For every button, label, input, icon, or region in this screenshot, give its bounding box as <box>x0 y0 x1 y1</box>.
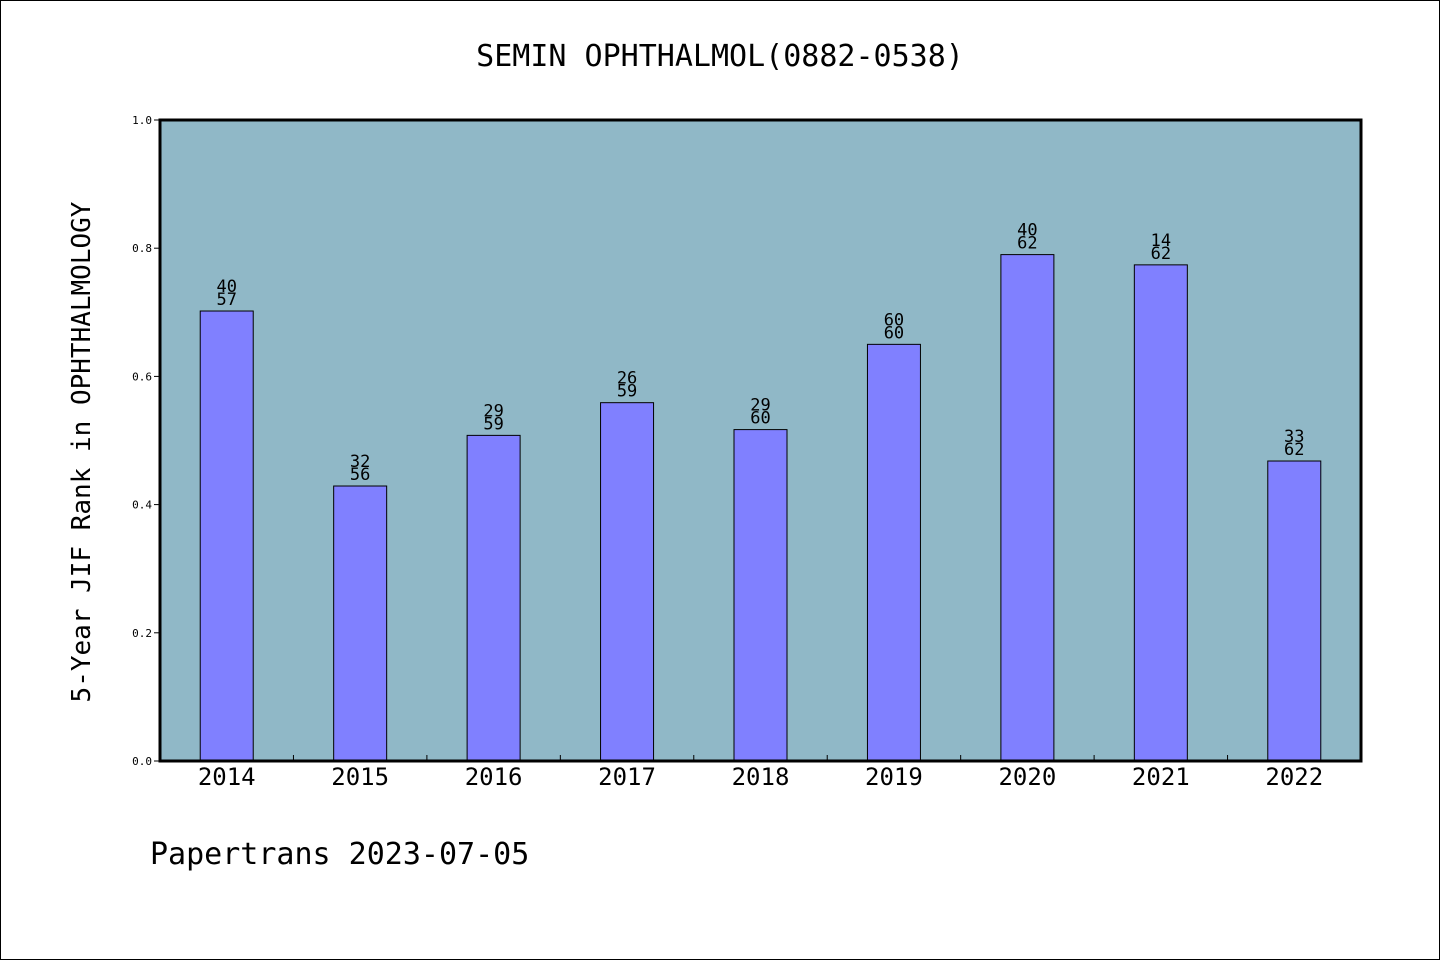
bar-rank-label: 40 <box>1017 221 1037 241</box>
bar-total-label: 62 <box>1284 440 1304 460</box>
bar-rank-label: 32 <box>350 452 370 472</box>
y-tick-label: 0.0 <box>132 755 152 768</box>
bar-rank-label: 29 <box>483 401 503 421</box>
bar-2014 <box>199 310 254 762</box>
bar-total-label: 59 <box>617 382 637 402</box>
x-tick-label: 2016 <box>465 763 523 791</box>
y-axis-label: 5-Year JIF Rank in OPHTHALMOLOGY <box>67 201 97 702</box>
bar-2015 <box>333 485 388 762</box>
bar-total-label: 59 <box>483 414 503 434</box>
plot-border <box>158 118 1363 763</box>
bar-2020 <box>1000 254 1055 762</box>
bar-total-label: 62 <box>1017 234 1037 254</box>
bar-total-label: 62 <box>1151 244 1171 264</box>
bar-rank-label: 29 <box>750 396 770 416</box>
x-tick-label: 2022 <box>1265 763 1323 791</box>
y-tick-label: 1.0 <box>132 114 152 127</box>
bar-rank-label: 60 <box>884 310 904 330</box>
y-axis: 0.0 0.2 0.4 0.6 0.8 1.0 <box>132 114 160 768</box>
bar-rank-label: 14 <box>1151 231 1171 251</box>
bar-2016 <box>466 434 521 762</box>
x-tick-label: 2019 <box>865 763 923 791</box>
x-tick-label: 2017 <box>598 763 656 791</box>
bar-2017 <box>600 402 655 762</box>
bar-2022 <box>1267 460 1322 762</box>
bar-rank-label: 26 <box>617 369 637 389</box>
x-tick-label: 2018 <box>732 763 790 791</box>
x-tick-label: 2014 <box>198 763 256 791</box>
footer-credit: Papertrans 2023-07-05 <box>150 837 529 872</box>
bar-rank-label: 40 <box>216 277 236 297</box>
y-tick-label: 0.2 <box>132 627 152 640</box>
y-tick-label: 0.4 <box>132 499 152 512</box>
bar-2021 <box>1133 264 1188 762</box>
bar-total-label: 57 <box>216 290 236 310</box>
bar-2018 <box>733 429 788 762</box>
bar-total-label: 60 <box>884 323 904 343</box>
x-tick-label: 2020 <box>998 763 1056 791</box>
bar-rank-label: 33 <box>1284 427 1304 447</box>
bar-2019 <box>866 343 921 762</box>
x-tick-label: 2021 <box>1132 763 1190 791</box>
x-axis: 2014 2015 2016 2017 2018 2019 2020 2021 2022 <box>198 755 1323 791</box>
bar-total-label: 56 <box>350 465 370 485</box>
y-tick-label: 0.8 <box>132 242 152 255</box>
y-tick-label: 0.6 <box>132 370 152 383</box>
chart-title: SEMIN OPHTHALMOL(0882-0538) <box>476 39 964 74</box>
x-tick-label: 2015 <box>331 763 389 791</box>
bar-total-label: 60 <box>750 409 770 429</box>
